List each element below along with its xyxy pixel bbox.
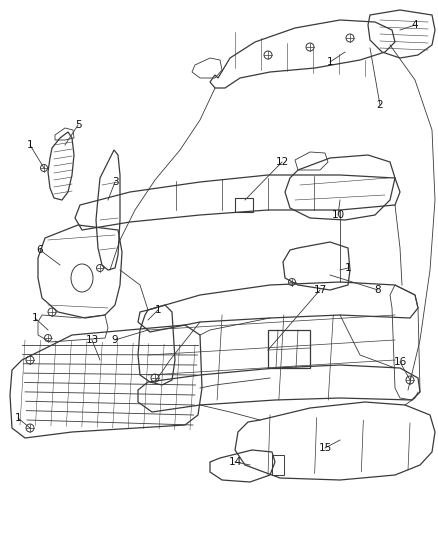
Text: 1: 1	[327, 57, 333, 67]
Text: 12: 12	[276, 157, 289, 167]
Text: 13: 13	[85, 335, 99, 345]
Text: 1: 1	[345, 263, 351, 273]
Text: 5: 5	[75, 120, 81, 130]
Text: 9: 9	[112, 335, 118, 345]
Text: 1: 1	[155, 305, 161, 315]
Text: 1: 1	[27, 140, 33, 150]
Text: 16: 16	[393, 357, 406, 367]
Text: 15: 15	[318, 443, 332, 453]
Text: 2: 2	[377, 100, 383, 110]
Text: 8: 8	[374, 285, 381, 295]
Text: 6: 6	[37, 245, 43, 255]
Text: 4: 4	[412, 20, 418, 30]
Text: 10: 10	[332, 210, 345, 220]
Text: 17: 17	[313, 285, 327, 295]
Text: 14: 14	[228, 457, 242, 467]
Text: 3: 3	[112, 177, 118, 187]
Text: 1: 1	[15, 413, 21, 423]
Text: 1: 1	[32, 313, 38, 323]
